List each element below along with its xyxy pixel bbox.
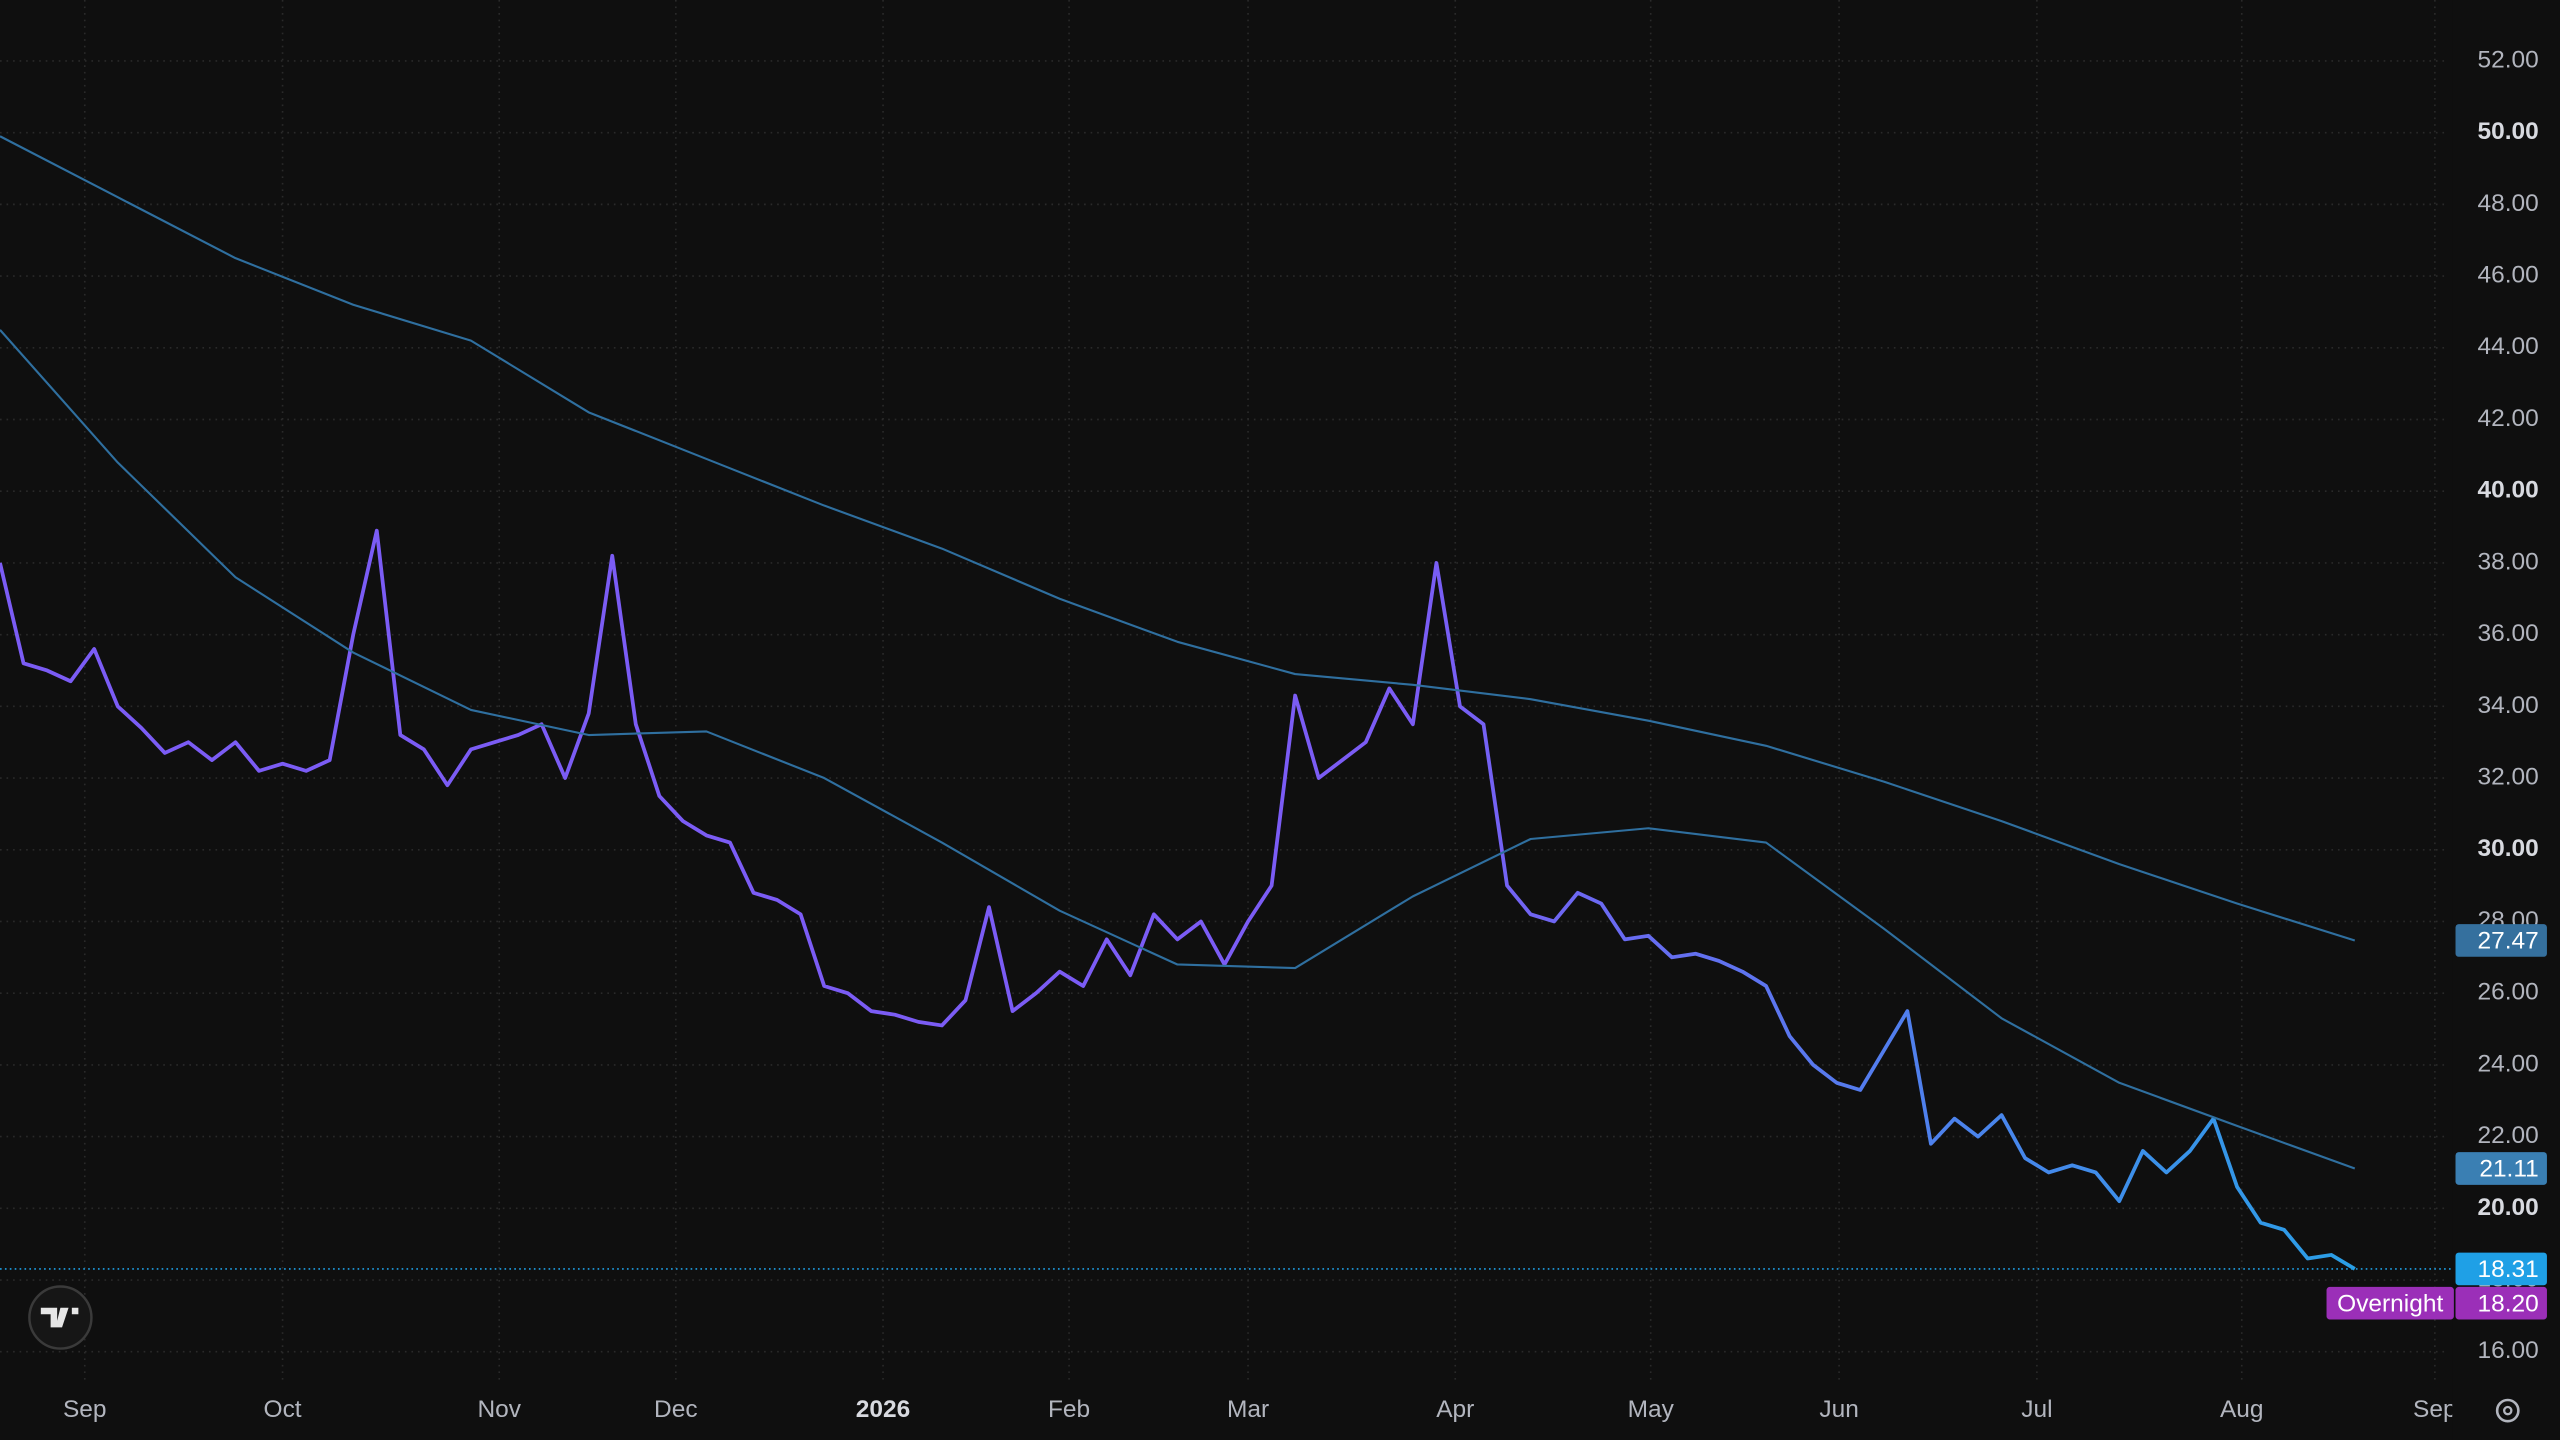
logo[interactable] xyxy=(28,1285,93,1350)
price-axis: 16.0018.0020.0022.0024.0026.0028.0030.00… xyxy=(2478,46,2539,1364)
settings-center[interactable] xyxy=(2503,1405,2513,1416)
price-badge-bg xyxy=(2455,1152,2547,1185)
y-tick-label: 46.00 xyxy=(2478,262,2539,289)
y-tick-label: 24.00 xyxy=(2478,1050,2539,1077)
y-tick-label: 26.00 xyxy=(2478,979,2539,1006)
overnight-tag-bg xyxy=(2326,1286,2454,1320)
grid xyxy=(0,0,2449,1381)
x-tick-label: Feb xyxy=(1048,1396,1090,1423)
y-tick-label: 42.00 xyxy=(2478,405,2539,432)
x-tick-label: 2026 xyxy=(856,1396,910,1423)
y-tick-label: 22.00 xyxy=(2478,1122,2539,1149)
y-tick-label: 20.00 xyxy=(2478,1194,2539,1221)
overnight-value: 18.20 xyxy=(2478,1290,2539,1317)
settings-button[interactable] xyxy=(2495,1398,2520,1423)
price-scale xyxy=(2452,0,2560,1440)
price-line xyxy=(0,528,2356,1271)
x-tick-label: Sep xyxy=(2413,1396,2457,1423)
x-tick-label: Jul xyxy=(2021,1396,2052,1423)
logo-mark[interactable] xyxy=(40,1307,79,1328)
y-tick-label: 50.00 xyxy=(2478,118,2539,145)
plot xyxy=(0,135,2453,1271)
time-axis: Sep Oct Nov Dec 2026 Feb Mar Apr May Jun Jul Aug Sep xyxy=(63,1396,2457,1423)
price-badge-bg xyxy=(2455,1252,2547,1286)
moving-average-line xyxy=(0,135,2356,942)
price-badges: 18.31 27.47 21.11 18.20 Overnight xyxy=(2326,924,2547,1320)
moving-average-line xyxy=(0,329,2356,1170)
price-badge: 21.11 xyxy=(2479,1156,2538,1183)
price-badge: 27.47 xyxy=(2478,928,2539,955)
x-tick-label: Oct xyxy=(264,1396,302,1423)
y-tick-label: 36.00 xyxy=(2478,620,2539,647)
x-tick-label: Dec xyxy=(654,1396,698,1423)
x-tick-label: Nov xyxy=(477,1396,521,1423)
y-tick-label: 48.00 xyxy=(2478,190,2539,217)
y-tick-label: 40.00 xyxy=(2478,477,2539,504)
y-tick-label: 38.00 xyxy=(2478,548,2539,575)
x-tick-label: Aug xyxy=(2220,1396,2264,1423)
overnight-value-bg xyxy=(2455,1286,2547,1320)
y-tick-label: 30.00 xyxy=(2478,835,2539,862)
y-tick-label: 44.00 xyxy=(2478,333,2539,360)
y-tick-label: 32.00 xyxy=(2478,764,2539,791)
y-tick-label: 52.00 xyxy=(2478,46,2539,73)
x-tick-label: May xyxy=(1628,1396,1675,1423)
y-tick-label: 16.00 xyxy=(2478,1337,2539,1364)
x-tick-label: Mar xyxy=(1227,1396,1269,1423)
price-badge: 18.31 xyxy=(2478,1256,2539,1283)
price-badge-bg xyxy=(2455,924,2547,957)
y-tick-label: 34.00 xyxy=(2478,692,2539,719)
x-tick-label: Apr xyxy=(1436,1396,1474,1423)
overnight-tag: Overnight xyxy=(2337,1290,2443,1317)
x-tick-label: Jun xyxy=(1819,1396,1858,1423)
settings-gear[interactable] xyxy=(2495,1398,2520,1423)
x-tick-label: Sep xyxy=(63,1396,107,1423)
